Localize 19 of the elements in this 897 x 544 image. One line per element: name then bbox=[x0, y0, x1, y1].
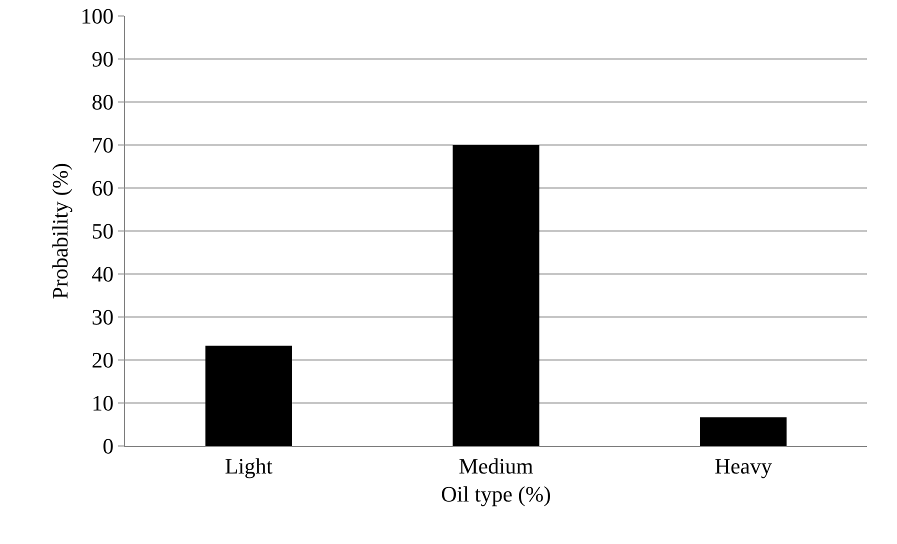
x-axis-title: Oil type (%) bbox=[441, 481, 551, 506]
y-tick-label: 60 bbox=[92, 176, 114, 201]
bar bbox=[700, 417, 787, 446]
y-tick-label: 80 bbox=[92, 90, 114, 115]
y-tick-label: 30 bbox=[92, 304, 114, 330]
bar bbox=[452, 145, 540, 446]
y-tick-label: 40 bbox=[92, 262, 114, 287]
y-tick-label: 70 bbox=[92, 132, 114, 158]
y-tick-label: 90 bbox=[92, 46, 114, 72]
y-tick-label: 100 bbox=[80, 4, 114, 29]
x-tick-label: Heavy bbox=[714, 453, 772, 478]
y-axis-title: Probability (%) bbox=[47, 162, 72, 300]
y-tick-label: 50 bbox=[92, 218, 114, 244]
x-tick-label: Light bbox=[224, 453, 273, 478]
y-tick-label: 20 bbox=[92, 348, 114, 373]
bar bbox=[205, 346, 292, 446]
x-tick-label: Medium bbox=[458, 453, 534, 478]
y-tick-label: 0 bbox=[102, 434, 114, 459]
y-tick-label: 10 bbox=[92, 390, 114, 416]
